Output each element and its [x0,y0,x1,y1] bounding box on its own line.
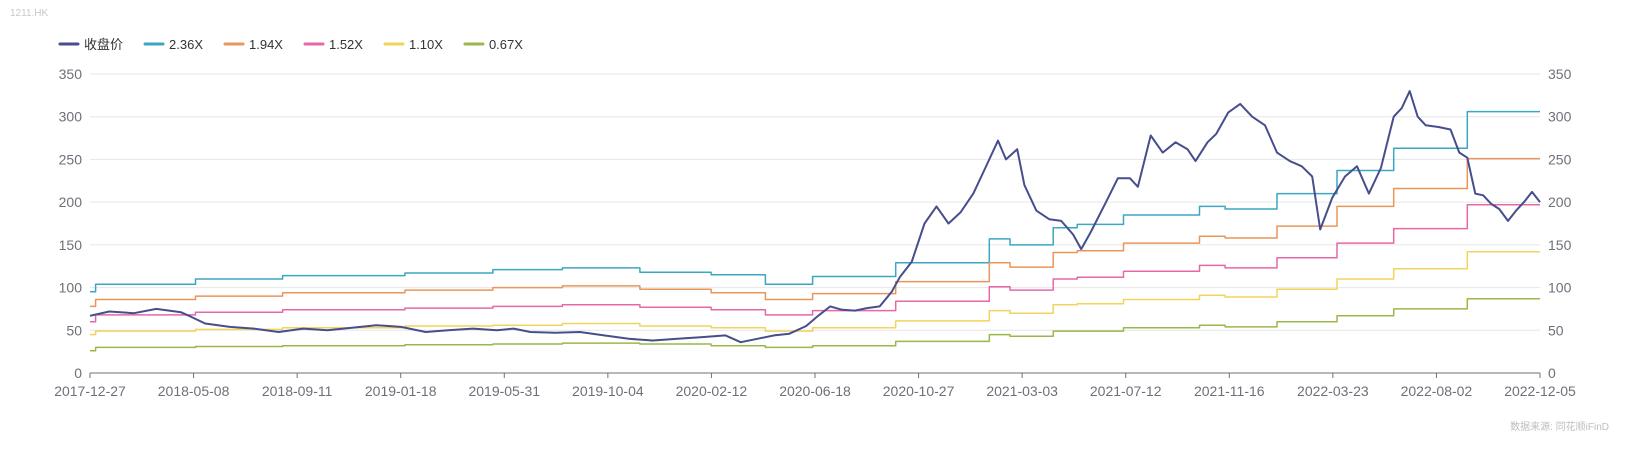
legend-item[interactable]: 收盘价 [58,37,123,52]
grid-lines [90,73,1540,374]
y-tick-label-right: 200 [1548,194,1572,210]
legend-label: 0.67X [489,37,523,52]
x-tick-label: 2018-09-11 [262,383,333,399]
series-line [90,203,1540,323]
legend-label: 1.10X [409,37,443,52]
ticker-label: 1211.HK [10,8,49,19]
legend-item[interactable]: 1.10X [383,37,443,52]
x-tick-label: 2017-12-27 [54,383,126,399]
x-tick-label: 2019-05-31 [468,383,540,399]
x-tick-label: 2022-08-02 [1401,383,1473,399]
x-tick-label: 2020-06-18 [779,383,851,399]
x-tick-label: 2018-05-08 [158,383,230,399]
y-tick-label-right: 150 [1548,237,1572,253]
legend-item[interactable]: 1.94X [223,37,283,52]
x-tick-label: 2019-01-18 [365,383,437,399]
y-tick-label-left: 300 [59,109,83,125]
series-line [90,297,1540,352]
series-line [89,90,1541,344]
y-tick-label-left: 250 [59,151,83,167]
y-tick-label-right: 350 [1548,66,1572,82]
y-tick-label-left: 50 [66,322,82,338]
series-line [90,110,1540,293]
series-lines [89,90,1541,352]
y-tick-label-right: 300 [1548,109,1572,125]
y-tick-label-right: 100 [1548,280,1572,296]
y-tick-label-left: 150 [59,237,83,253]
y-tick-label-right: 50 [1548,322,1564,338]
x-tick-label: 2021-11-16 [1194,383,1265,399]
data-source-note: 数据来源: 同花顺iFinD [1510,422,1609,433]
legend-label: 收盘价 [84,37,123,52]
x-tick-label: 2019-10-04 [572,383,644,399]
legend-label: 1.94X [249,37,283,52]
x-tick-label: 2020-10-27 [883,383,955,399]
legend-item[interactable]: 1.52X [303,37,363,52]
x-tick-label: 2020-02-12 [676,383,748,399]
legend[interactable]: 收盘价 2.36X 1.94X 1.52X 1.10X 0.67X [58,37,523,52]
legend-label: 1.52X [329,37,363,52]
legend-item[interactable]: 2.36X [143,37,203,52]
y-axis-right: 0 50 100 150 200 250 300 350 [1548,66,1572,381]
y-tick-label-left: 0 [74,365,82,381]
legend-item[interactable]: 0.67X [463,37,523,52]
y-tick-label-right: 0 [1548,365,1556,381]
x-tick-label: 2021-07-12 [1090,383,1162,399]
x-tick-label: 2021-03-03 [986,383,1058,399]
y-tick-label-left: 200 [59,194,83,210]
legend-label: 2.36X [169,37,203,52]
y-tick-label-right: 250 [1548,151,1572,167]
y-tick-label-left: 350 [59,66,83,82]
x-axis: 2017-12-27 2018-05-08 2018-09-11 2019-01-18… [54,373,1576,399]
series-line [90,157,1540,308]
y-axis-left: 0 50 100 150 200 250 300 350 [59,66,83,381]
y-tick-label-left: 100 [59,280,83,296]
x-tick-label: 2022-12-05 [1504,383,1576,399]
x-tick-label: 2022-03-23 [1297,383,1369,399]
